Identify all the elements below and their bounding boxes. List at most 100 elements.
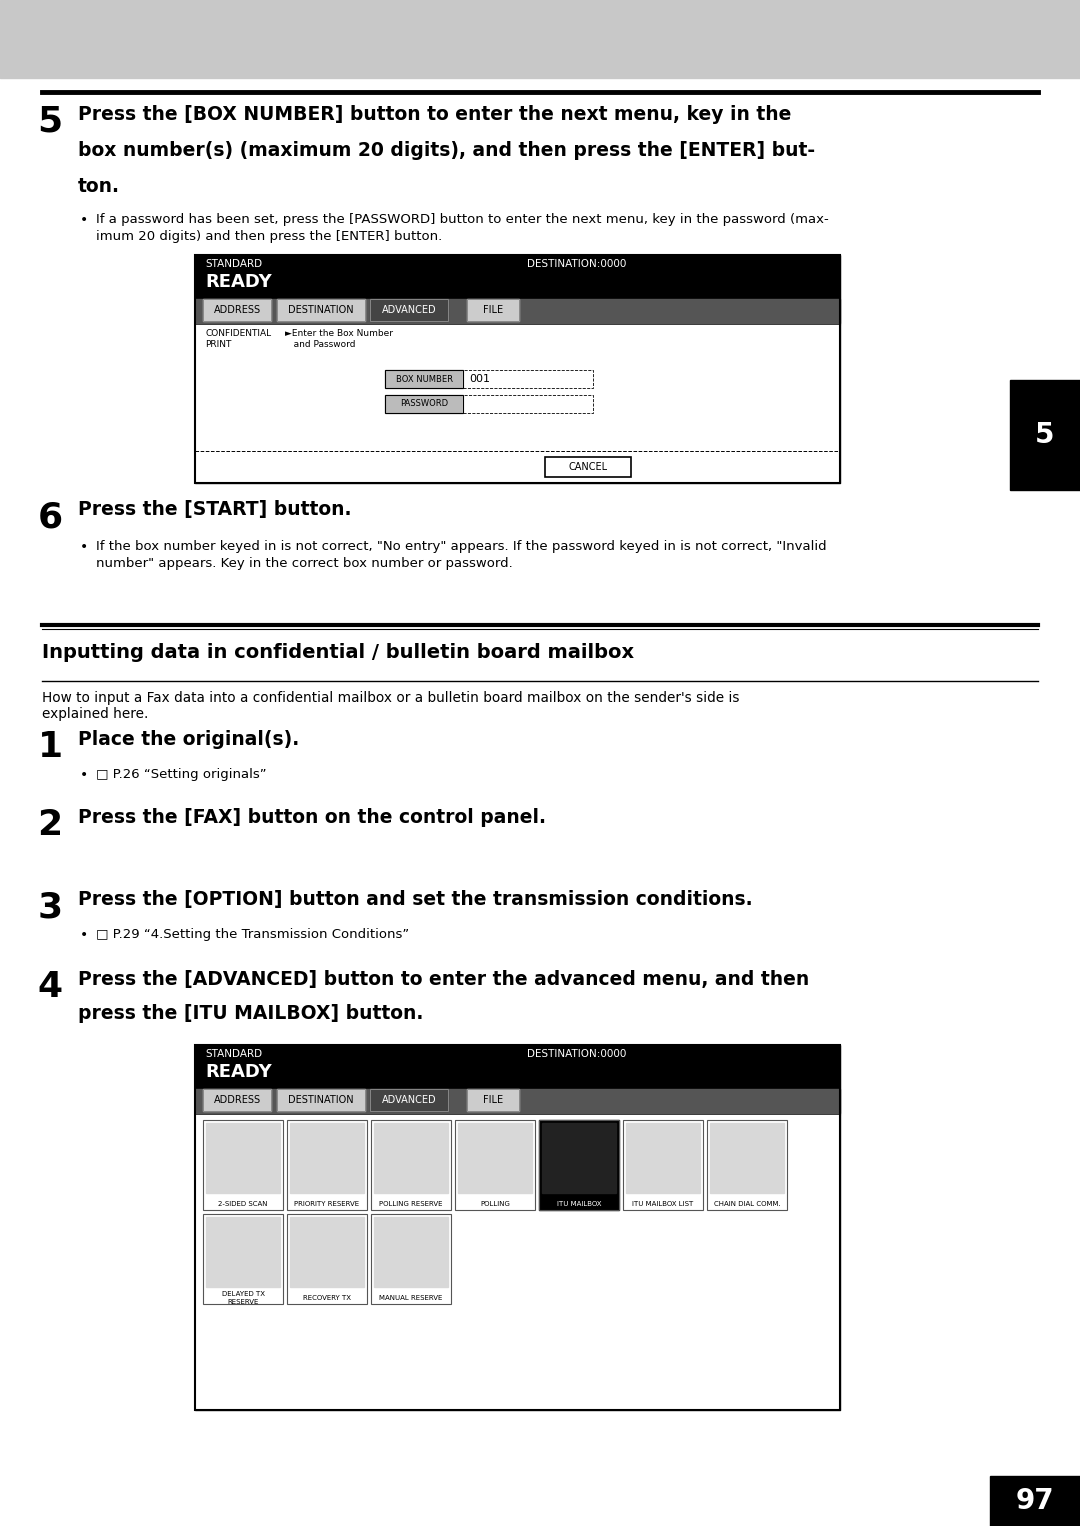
Bar: [372, 1215, 451, 1305]
Text: □ P.29 “4.Setting the Transmission Conditions”: □ P.29 “4.Setting the Transmission Condi…: [96, 928, 409, 942]
Text: 5: 5: [38, 105, 63, 139]
Bar: [195, 325, 840, 484]
Text: ►Enter the Box Number: ►Enter the Box Number: [285, 330, 393, 337]
Text: 001: 001: [469, 374, 490, 385]
Bar: [463, 395, 593, 414]
Bar: [195, 255, 840, 484]
Text: explained here.: explained here.: [42, 707, 148, 720]
Text: 2: 2: [38, 807, 63, 842]
Bar: [458, 1123, 532, 1193]
Text: •: •: [80, 540, 89, 554]
Bar: [463, 369, 593, 388]
Bar: [710, 1123, 784, 1193]
Bar: [372, 1120, 451, 1210]
Bar: [276, 299, 365, 320]
Text: number" appears. Key in the correct box number or password.: number" appears. Key in the correct box …: [96, 557, 513, 571]
Bar: [370, 1090, 448, 1111]
Text: Place the original(s).: Place the original(s).: [78, 729, 299, 749]
Text: box number(s) (maximum 20 digits), and then press the [ENTER] but-: box number(s) (maximum 20 digits), and t…: [78, 140, 815, 160]
Bar: [374, 1218, 448, 1286]
Text: press the [ITU MAILBOX] button.: press the [ITU MAILBOX] button.: [78, 1004, 423, 1022]
Text: 6: 6: [38, 501, 63, 534]
Bar: [384, 369, 463, 388]
Bar: [203, 1215, 283, 1305]
Text: DESTINATION: DESTINATION: [288, 305, 354, 314]
Bar: [370, 299, 448, 320]
Text: 5: 5: [1036, 421, 1055, 449]
Text: PASSWORD: PASSWORD: [400, 400, 448, 409]
Text: DESTINATION:0000: DESTINATION:0000: [527, 259, 626, 269]
Text: CONFIDENTIAL: CONFIDENTIAL: [205, 330, 271, 337]
Text: Press the [BOX NUMBER] button to enter the next menu, key in the: Press the [BOX NUMBER] button to enter t…: [78, 105, 792, 124]
Text: STANDARD: STANDARD: [205, 1048, 262, 1059]
Text: ADDRESS: ADDRESS: [214, 305, 260, 314]
Bar: [291, 1218, 364, 1286]
Text: 1: 1: [38, 729, 63, 765]
Text: PRIORITY RESERVE: PRIORITY RESERVE: [295, 1201, 360, 1207]
Bar: [370, 299, 448, 320]
Bar: [276, 1090, 365, 1111]
Bar: [384, 395, 463, 414]
Bar: [467, 1090, 519, 1111]
Bar: [203, 1090, 271, 1111]
Bar: [707, 1120, 787, 1210]
Text: Inputting data in confidential / bulletin board mailbox: Inputting data in confidential / bulleti…: [42, 642, 634, 662]
Bar: [990, 1476, 1080, 1526]
Text: STANDARD: STANDARD: [205, 259, 262, 269]
Text: RECOVERY TX: RECOVERY TX: [303, 1296, 351, 1302]
Bar: [195, 1090, 840, 1112]
Bar: [626, 1123, 700, 1193]
Bar: [195, 299, 840, 324]
Bar: [384, 369, 463, 388]
Text: ton.: ton.: [78, 177, 120, 195]
Bar: [374, 1123, 448, 1193]
Bar: [206, 1123, 280, 1193]
Text: CHAIN DIAL COMM.: CHAIN DIAL COMM.: [714, 1201, 781, 1207]
Bar: [623, 1120, 703, 1210]
Text: •: •: [80, 768, 89, 781]
Text: ADVANCED: ADVANCED: [381, 305, 436, 314]
Text: Press the [START] button.: Press the [START] button.: [78, 501, 351, 519]
Bar: [0, 0, 1080, 78]
Text: •: •: [80, 928, 89, 942]
Text: POLLING RESERVE: POLLING RESERVE: [379, 1201, 443, 1207]
Bar: [203, 1090, 271, 1111]
Bar: [623, 1120, 703, 1210]
Text: FILE: FILE: [483, 305, 503, 314]
Text: and Password: and Password: [285, 340, 355, 349]
Text: Press the [ADVANCED] button to enter the advanced menu, and then: Press the [ADVANCED] button to enter the…: [78, 971, 809, 989]
Bar: [276, 299, 365, 320]
Bar: [467, 299, 519, 320]
Bar: [370, 1090, 448, 1111]
Bar: [195, 1116, 840, 1410]
Bar: [287, 1215, 367, 1305]
Bar: [707, 1120, 787, 1210]
Text: □ P.26 “Setting originals”: □ P.26 “Setting originals”: [96, 768, 267, 781]
Bar: [276, 1090, 365, 1111]
Bar: [539, 1120, 619, 1210]
Bar: [203, 299, 271, 320]
Bar: [1010, 380, 1080, 490]
Text: If a password has been set, press the [PASSWORD] button to enter the next menu, : If a password has been set, press the [P…: [96, 214, 828, 226]
Text: READY: READY: [205, 1064, 272, 1080]
Bar: [203, 1120, 283, 1210]
Bar: [287, 1120, 367, 1210]
Bar: [455, 1120, 535, 1210]
Bar: [372, 1215, 451, 1305]
Text: Press the [OPTION] button and set the transmission conditions.: Press the [OPTION] button and set the tr…: [78, 890, 753, 909]
Text: FILE: FILE: [483, 1096, 503, 1105]
Text: How to input a Fax data into a confidential mailbox or a bulletin board mailbox : How to input a Fax data into a confident…: [42, 691, 740, 705]
Bar: [372, 1120, 451, 1210]
Bar: [542, 1123, 616, 1193]
Text: 3: 3: [38, 890, 63, 925]
Text: ITU MAILBOX LIST: ITU MAILBOX LIST: [633, 1201, 693, 1207]
Text: BOX NUMBER: BOX NUMBER: [395, 374, 453, 383]
Bar: [463, 395, 593, 414]
Bar: [467, 299, 519, 320]
Text: DESTINATION:0000: DESTINATION:0000: [527, 1048, 626, 1059]
Bar: [203, 1120, 283, 1210]
Text: ADVANCED: ADVANCED: [381, 1096, 436, 1105]
Text: DELAYED TX
RESERVE: DELAYED TX RESERVE: [221, 1291, 265, 1305]
Text: CANCEL: CANCEL: [568, 462, 608, 472]
Bar: [545, 456, 631, 478]
